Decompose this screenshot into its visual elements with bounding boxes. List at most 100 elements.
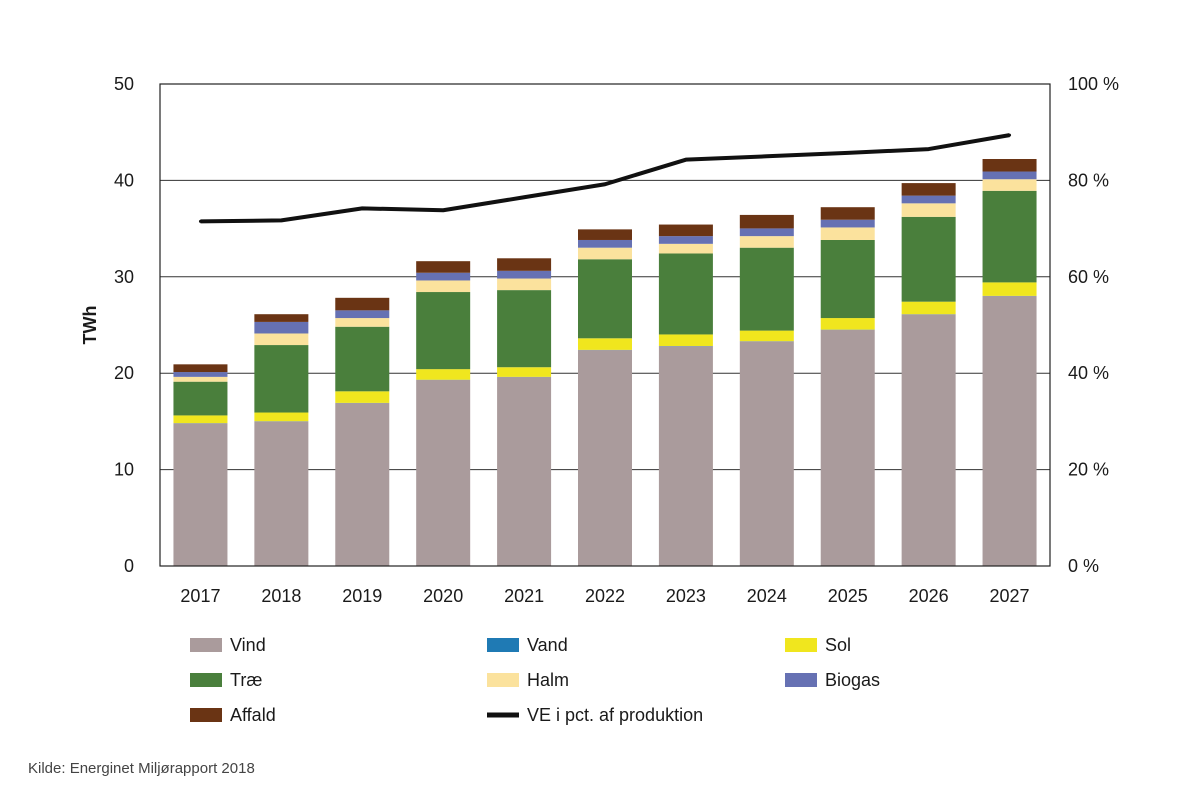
y-tick-label: 0: [124, 556, 134, 576]
bar-segment-tr--2023: [658, 253, 713, 335]
legend-label-biogas: Biogas: [825, 670, 880, 690]
bar-segment-biogas-2023: [658, 236, 713, 244]
right-axis-ticks: 0 % 20 % 40 % 60 % 80 % 100 %: [1068, 74, 1119, 576]
x-tick-label: 2017: [180, 586, 220, 606]
ve-share-line: [200, 133, 1010, 224]
bar-segment-vind-2027: [982, 296, 1037, 566]
y-tick-label: 20: [114, 363, 134, 383]
legend-swatch-ve-i-pct-af-produktion: [487, 712, 519, 718]
y2-tick-label: 80 %: [1068, 170, 1109, 190]
y-tick-label: 40: [114, 170, 134, 190]
bar-segment-biogas-2024: [739, 228, 794, 237]
legend-label-halm: Halm: [527, 670, 569, 690]
x-tick-label: 2023: [666, 586, 706, 606]
ve-share-point-2019: [360, 206, 364, 210]
ve-share-point-2021: [522, 195, 526, 199]
x-axis-ticks: 2017 2018 2019 2020 2021 2022 2023 2024 2025 2026…: [180, 586, 1029, 606]
bar-segment-tr--2018: [254, 345, 309, 413]
bar-segment-halm-2022: [578, 247, 632, 260]
bar-segment-affald-2019: [335, 297, 390, 311]
bar-segment-affald-2022: [578, 229, 632, 240]
bar-segment-sol-2025: [820, 318, 875, 330]
bar-segment-affald-2026: [901, 183, 956, 196]
y-tick-label: 50: [114, 74, 134, 94]
bar-segment-sol-2017: [173, 415, 228, 424]
bar-segment-biogas-2017: [173, 372, 228, 377]
bar-segment-halm-2019: [335, 318, 390, 327]
bar-segment-halm-2018: [254, 333, 309, 346]
bar-segment-halm-2026: [901, 203, 956, 217]
bar-segment-tr--2017: [173, 381, 228, 416]
legend: Vind Vand Sol Træ Halm Biogas Affald VE i pct. …: [190, 635, 880, 725]
bar-segment-affald-2020: [416, 261, 471, 273]
x-tick-label: 2025: [828, 586, 868, 606]
ve-share-point-2020: [441, 208, 445, 212]
y2-tick-label: 60 %: [1068, 267, 1109, 287]
bar-stacks: [173, 158, 1037, 566]
bar-segment-affald-2024: [739, 214, 794, 229]
bar-segment-vind-2017: [173, 423, 228, 566]
bar-segment-affald-2023: [658, 224, 713, 237]
legend-label-ve-i-pct-af-produktion: VE i pct. af produktion: [527, 705, 703, 725]
bar-segment-tr--2020: [416, 292, 471, 370]
bar-segment-tr--2027: [982, 190, 1037, 283]
x-tick-label: 2018: [261, 586, 301, 606]
bar-segment-biogas-2026: [901, 195, 956, 204]
bar-segment-halm-2027: [982, 179, 1037, 191]
bar-segment-affald-2017: [173, 364, 228, 373]
bar-segment-affald-2025: [820, 207, 875, 220]
y2-tick-label: 20 %: [1068, 460, 1109, 480]
bar-segment-vind-2018: [254, 421, 309, 566]
legend-swatch-vind: [190, 638, 222, 652]
y2-tick-label: 0 %: [1068, 556, 1099, 576]
bar-segment-tr--2024: [739, 247, 794, 331]
bar-segment-tr--2026: [901, 216, 956, 302]
y-tick-label: 30: [114, 267, 134, 287]
bar-segment-sol-2018: [254, 412, 309, 422]
x-tick-label: 2021: [504, 586, 544, 606]
bar-segment-biogas-2020: [416, 272, 471, 281]
bar-segment-biogas-2018: [254, 321, 309, 334]
bar-segment-halm-2017: [173, 376, 228, 382]
x-tick-label: 2024: [747, 586, 787, 606]
y-tick-label: 10: [114, 460, 134, 480]
ve-share-point-2027: [1008, 133, 1012, 137]
ve-share-point-2025: [846, 151, 850, 155]
legend-label-tr-: Træ: [230, 670, 262, 690]
y2-tick-label: 100 %: [1068, 74, 1119, 94]
bar-segment-halm-2023: [658, 243, 713, 254]
bar-segment-sol-2019: [335, 391, 390, 403]
legend-swatch-biogas: [785, 673, 817, 687]
bar-segment-biogas-2027: [982, 171, 1037, 180]
ve-share-point-2017: [198, 219, 202, 223]
bar-segment-tr--2021: [497, 290, 552, 368]
legend-swatch-halm: [487, 673, 519, 687]
line-series: [198, 133, 1012, 224]
bar-segment-halm-2025: [820, 227, 875, 240]
x-tick-label: 2020: [423, 586, 463, 606]
bar-segment-sol-2020: [416, 369, 471, 380]
legend-label-vand: Vand: [527, 635, 568, 655]
bar-segment-vind-2022: [578, 350, 632, 566]
x-tick-label: 2026: [909, 586, 949, 606]
x-tick-label: 2027: [990, 586, 1030, 606]
y2-tick-label: 40 %: [1068, 363, 1109, 383]
bar-segment-vind-2021: [497, 377, 552, 566]
ve-share-point-2026: [927, 147, 931, 151]
bar-segment-tr--2025: [820, 239, 875, 319]
legend-swatch-tr-: [190, 673, 222, 687]
bar-segment-biogas-2021: [497, 270, 552, 279]
bar-segment-halm-2020: [416, 280, 471, 293]
legend-swatch-vand: [487, 638, 519, 652]
bar-segment-sol-2027: [982, 282, 1037, 296]
legend-label-sol: Sol: [825, 635, 851, 655]
legend-swatch-sol: [785, 638, 817, 652]
bar-segment-tr--2022: [578, 259, 632, 339]
bar-segment-sol-2021: [497, 367, 552, 377]
legend-swatch-affald: [190, 708, 222, 722]
source-note: Kilde: Energinet Miljørapport 2018: [28, 760, 255, 777]
chart: 0 10 20 30 40 50 0 % 20 % 40 % 60 % 80 % 100 % 201…: [80, 74, 1119, 725]
bar-segment-sol-2024: [739, 330, 794, 342]
legend-label-affald: Affald: [230, 705, 276, 725]
bar-segment-vind-2026: [901, 314, 956, 566]
